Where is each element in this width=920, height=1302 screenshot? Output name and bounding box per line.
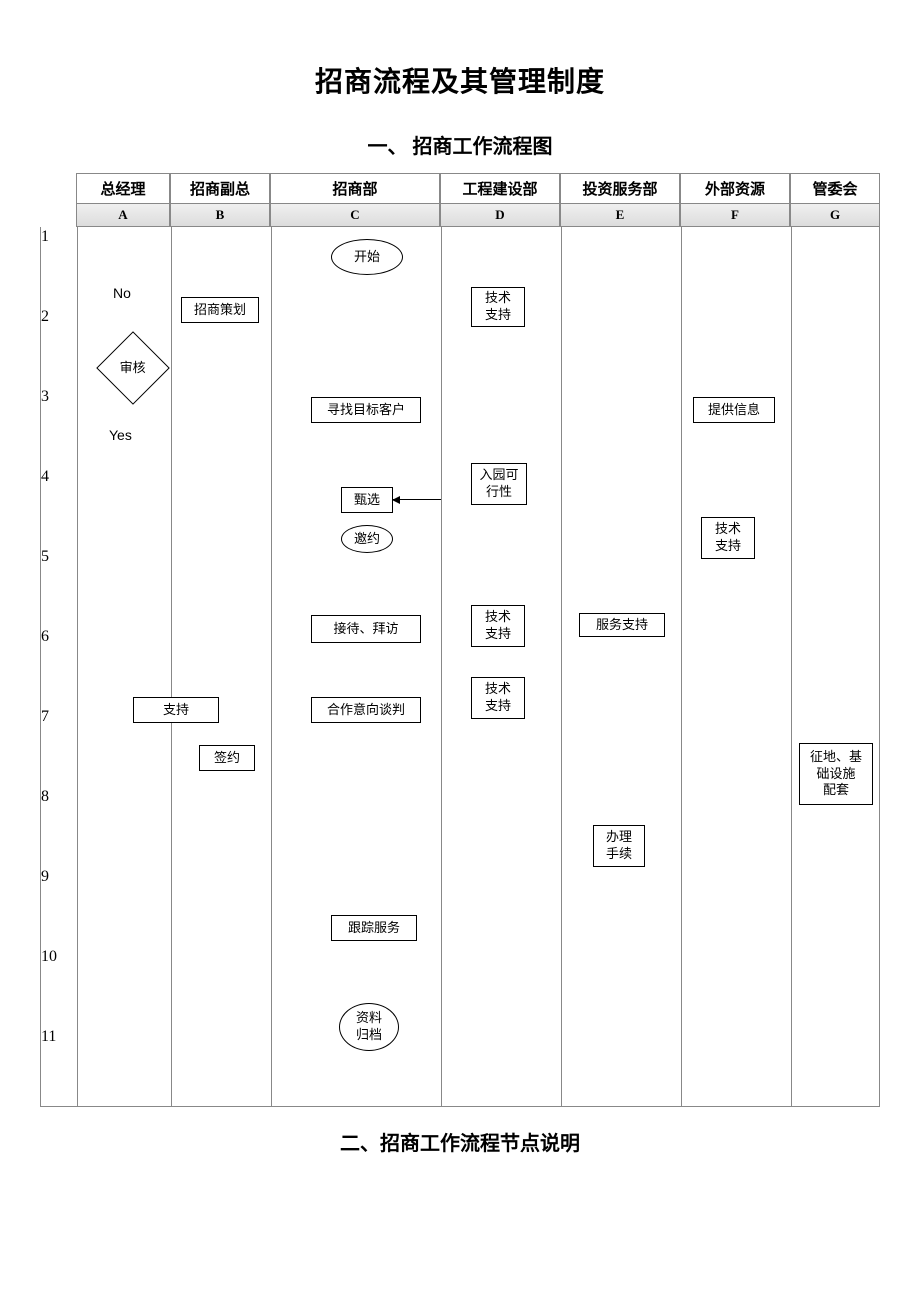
column-letters: ABCDEFG (40, 204, 880, 227)
col-letter-B: B (170, 204, 270, 227)
main-title: 招商流程及其管理制度 (40, 60, 880, 100)
col-letter-A: A (76, 204, 170, 227)
col-header-C: 招商部 (270, 173, 440, 204)
flowchart: 总经理招商副总招商部工程建设部投资服务部外部资源管委会 ABCDEFG 1 2 3 4… (40, 173, 880, 1107)
row-number-2: 2 (41, 307, 77, 327)
col-header-F: 外部资源 (680, 173, 790, 204)
row-number-4: 4 (41, 467, 77, 487)
column-headers: 总经理招商副总招商部工程建设部投资服务部外部资源管委会 (40, 173, 880, 204)
node-select: 甄选 (341, 487, 393, 513)
col-header-B: 招商副总 (170, 173, 270, 204)
col-letter-D: D (440, 204, 560, 227)
row-number-9: 9 (41, 867, 77, 887)
row-number-10: 10 (41, 947, 77, 967)
node-start: 开始 (331, 239, 403, 275)
section-title-2: 二、招商工作流程节点说明 (40, 1127, 880, 1156)
col-header-A: 总经理 (76, 173, 170, 204)
node-follow: 跟踪服务 (331, 915, 417, 941)
row-number-3: 3 (41, 387, 77, 407)
node-tech_f: 技术 支持 (701, 517, 755, 559)
row-number-5: 5 (41, 547, 77, 567)
col-letter-G: G (790, 204, 880, 227)
node-archive: 资料 归档 (339, 1003, 399, 1051)
node-feasible: 入园可 行性 (471, 463, 527, 505)
node-land: 征地、基 础设施 配套 (799, 743, 873, 805)
row-number-6: 6 (41, 627, 77, 647)
node-support: 支持 (133, 697, 219, 723)
node-invite: 邀约 (341, 525, 393, 553)
row-number-1: 1 (41, 227, 77, 247)
row-number-7: 7 (41, 707, 77, 727)
section-title-1: 一、 招商工作流程图 (40, 130, 880, 159)
label-yes: Yes (109, 427, 132, 443)
node-tech2: 技术 支持 (471, 605, 525, 647)
node-tech1: 技术 支持 (471, 287, 525, 327)
col-header-G: 管委会 (790, 173, 880, 204)
col-header-E: 投资服务部 (560, 173, 680, 204)
row-number-8: 8 (41, 787, 77, 807)
node-sign: 签约 (199, 745, 255, 771)
row-number-11: 11 (41, 1027, 77, 1047)
col-letter-C: C (270, 204, 440, 227)
node-svc: 服务支持 (579, 613, 665, 637)
node-negotiate: 合作意向谈判 (311, 697, 421, 723)
col-letter-F: F (680, 204, 790, 227)
label-no: No (113, 285, 131, 301)
arrow-feasible-select (393, 499, 441, 500)
node-review: 审核 (96, 331, 170, 405)
node-findcust: 寻找目标客户 (311, 397, 421, 423)
node-visit: 接待、拜访 (311, 615, 421, 643)
grid-body: 1234567891011开始招商策划技术 支持审核NoYes寻找目标客户提供信… (40, 227, 880, 1107)
node-plan: 招商策划 (181, 297, 259, 323)
col-header-D: 工程建设部 (440, 173, 560, 204)
node-tech3: 技术 支持 (471, 677, 525, 719)
node-handle: 办理 手续 (593, 825, 645, 867)
node-provideinfo: 提供信息 (693, 397, 775, 423)
col-letter-E: E (560, 204, 680, 227)
